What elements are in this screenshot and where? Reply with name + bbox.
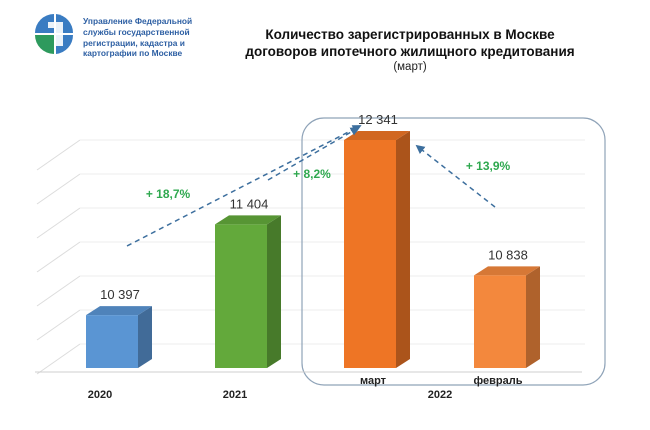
grid-line — [36, 275, 81, 307]
bar-side-face — [267, 215, 281, 368]
bar-top-face — [86, 306, 152, 316]
chart-subtitle: (март) — [393, 61, 427, 73]
grid-line — [36, 173, 81, 205]
year-2022-group-frame — [301, 117, 606, 386]
bar-front-face — [474, 275, 526, 368]
organization-name-line: картографии по Москве — [83, 48, 183, 59]
bar-front-face — [215, 224, 267, 368]
organization-name-line: регистрации, кадастра и — [83, 37, 185, 48]
bar-1 — [86, 306, 152, 368]
grid-line — [36, 309, 81, 341]
growth-percent-label: + 13,9% — [466, 159, 511, 173]
growth-percent-label: + 8,2% — [293, 167, 331, 181]
category-label: 2020 — [88, 389, 112, 401]
organization-name-line: службы государственной — [83, 26, 190, 37]
organization-name: Управление Федеральной службы государств… — [83, 16, 218, 59]
bar-front-face — [344, 140, 396, 368]
bar-4 — [474, 266, 540, 368]
category-label: 2021 — [223, 389, 247, 401]
growth-percent-label: + 18,7% — [146, 187, 191, 201]
category-group-label: 2022 — [428, 389, 452, 401]
bar-side-face — [138, 306, 152, 368]
chart-title: Количество зарегистрированных в Москве д… — [200, 26, 620, 60]
growth-arrow — [415, 144, 496, 208]
organization-name-line: Управление Федеральной — [83, 16, 193, 26]
grid-line — [36, 207, 81, 239]
grid-line — [36, 139, 81, 171]
category-label: февраль — [474, 375, 523, 387]
bar-top-face — [215, 215, 281, 225]
bar-3 — [344, 131, 410, 368]
category-label: март — [360, 375, 387, 387]
bar-top-face — [474, 266, 540, 276]
growth-arrow — [126, 125, 362, 247]
bar-value-label: 10 838 — [488, 247, 528, 262]
bar-value-label: 10 397 — [100, 287, 140, 302]
grid-line — [36, 343, 81, 375]
bar-value-label: 12 341 — [358, 112, 398, 127]
grid-line — [36, 241, 81, 273]
bar-2 — [215, 215, 281, 368]
rosreestr-logo-icon — [35, 14, 74, 54]
bar-front-face — [86, 315, 138, 368]
bar-value-label: 11 404 — [230, 196, 269, 211]
bar-side-face — [396, 131, 410, 368]
chart-title-line: договоров ипотечного жилищного кредитова… — [245, 44, 575, 59]
bar-side-face — [526, 266, 540, 368]
chart-title-line: Количество зарегистрированных в Москве — [265, 27, 555, 42]
